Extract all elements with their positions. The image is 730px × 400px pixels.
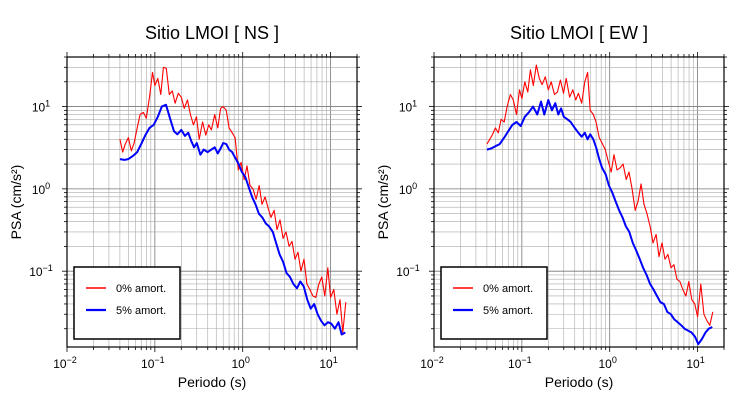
x-tick-label: 101	[319, 355, 337, 371]
y-tick-label: 101	[32, 99, 50, 115]
x-tick-label: 10−2	[420, 355, 444, 371]
legend-label: 0% amort.	[116, 283, 166, 295]
x-axis-label: Periodo (s)	[545, 374, 613, 390]
chart-panel-ns: 10−2 10−1 100 101 10−1 100 101 Sitio LMOI [ NS …	[8, 23, 362, 390]
legend-label: 5% amort.	[116, 305, 166, 317]
series-line-0pct	[119, 66, 347, 334]
x-axis-label: Periodo (s)	[178, 374, 246, 390]
legend-label: 5% amort.	[483, 305, 533, 317]
x-tick-label: 10−1	[141, 355, 165, 371]
y-tick-label: 100	[32, 181, 50, 197]
x-tick-label: 10−1	[508, 355, 532, 371]
y-axis-label: PSA (cm/s²)	[375, 165, 391, 240]
y-tick-label: 10−1	[396, 263, 420, 279]
legend: 0% amort. 5% amort.	[440, 266, 548, 340]
series-line-5pct	[486, 99, 713, 346]
chart-title: Sitio LMOI [ NS ]	[145, 23, 279, 43]
x-tick-label: 100	[599, 355, 617, 371]
chart-panel-ew: 10−2 10−1 100 101 10−1 100 101 Sitio LMOI [ EW …	[375, 23, 729, 390]
legend-box	[73, 266, 181, 340]
legend-label: 0% amort.	[483, 283, 533, 295]
series-line-0pct	[486, 64, 714, 326]
x-tick-label: 10−2	[53, 355, 77, 371]
chart-title: Sitio LMOI [ EW ]	[510, 23, 648, 43]
y-tick-label: 100	[399, 181, 417, 197]
x-tick-label: 101	[686, 355, 704, 371]
grid	[66, 56, 358, 347]
y-tick-label: 101	[399, 99, 417, 115]
y-axis-label: PSA (cm/s²)	[8, 165, 24, 240]
ticks	[429, 52, 729, 352]
ticks	[62, 52, 362, 352]
series-line-5pct	[119, 103, 346, 336]
legend-box	[440, 266, 548, 340]
y-tick-label: 10−1	[29, 263, 53, 279]
legend: 0% amort. 5% amort.	[73, 266, 181, 340]
x-tick-label: 100	[232, 355, 250, 371]
